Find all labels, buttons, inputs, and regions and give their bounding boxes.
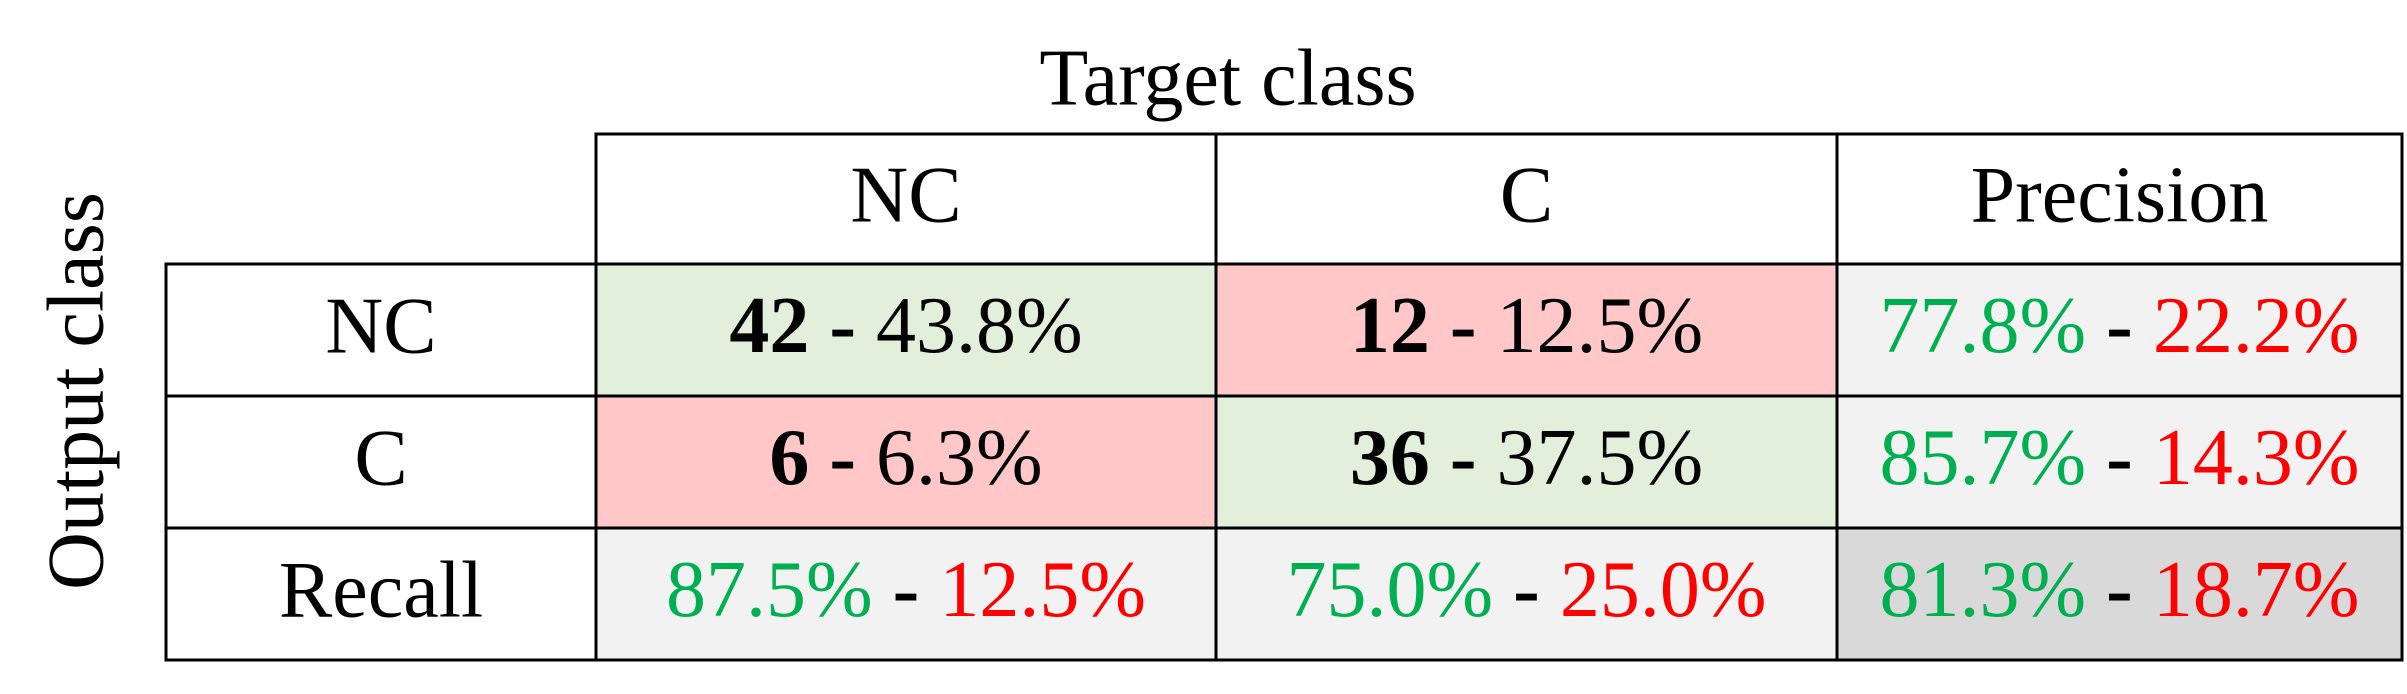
percent: 43.8% [876,282,1083,370]
percent: 12.5% [1497,282,1704,370]
cell [594,526,1218,662]
error-rate: 22.2% [2153,282,2360,370]
separator: - [1513,546,1540,634]
cell [1214,526,1839,662]
cell-text: 87.5% -12.5% [666,546,1146,634]
count: 42 [729,282,809,370]
cell-text: 6-6.3% [769,414,1042,502]
precision: 77.8% [1880,282,2087,370]
cell [1214,394,1839,530]
count: 36 [1350,414,1430,502]
cell-text: 36-37.5% [1350,414,1703,502]
column-header: NC [850,151,961,239]
recall: 75.0% [1287,546,1494,634]
cell [594,132,1218,266]
separator: - [893,546,920,634]
cell [1835,394,2404,530]
separator: - [2106,282,2133,370]
column-header: Precision [1971,151,2269,239]
percent: 37.5% [1497,414,1704,502]
recall: 87.5% [666,546,873,634]
cell [1835,526,2404,662]
miss-rate: 25.0% [1560,546,1767,634]
cell [164,394,598,530]
cell-text: 85.7% -14.3% [1880,414,2360,502]
miss-rate: 12.5% [939,546,1146,634]
error-rate: 18.7% [2153,546,2360,634]
cell-text: 77.8% -22.2% [1880,282,2360,370]
cell [1214,262,1839,398]
output-class-title: Output class [32,192,120,590]
row-header: C [354,414,407,502]
percent: 6.3% [876,414,1043,502]
cell [1214,132,1839,266]
cell-text: 75.0% -25.0% [1287,546,1767,634]
accuracy: 81.3% [1880,546,2087,634]
precision: 85.7% [1880,414,2087,502]
cell [1835,132,2404,266]
separator: - [2106,414,2133,502]
separator: - [829,414,856,502]
column-header: C [1500,151,1553,239]
cell-text: 12-12.5% [1350,282,1703,370]
error-rate: 14.3% [2153,414,2360,502]
cell [594,262,1218,398]
count: 12 [1350,282,1430,370]
cell-text: 42-43.8% [729,282,1082,370]
separator: - [1450,282,1477,370]
cell-text: 81.3% -18.7% [1880,546,2360,634]
row-header: Recall [279,546,483,634]
count: 6 [769,414,809,502]
cell [164,262,598,398]
separator: - [829,282,856,370]
target-class-title: Target class [1039,34,1416,122]
separator: - [2106,546,2133,634]
separator: - [1450,414,1477,502]
row-header: NC [325,282,436,370]
